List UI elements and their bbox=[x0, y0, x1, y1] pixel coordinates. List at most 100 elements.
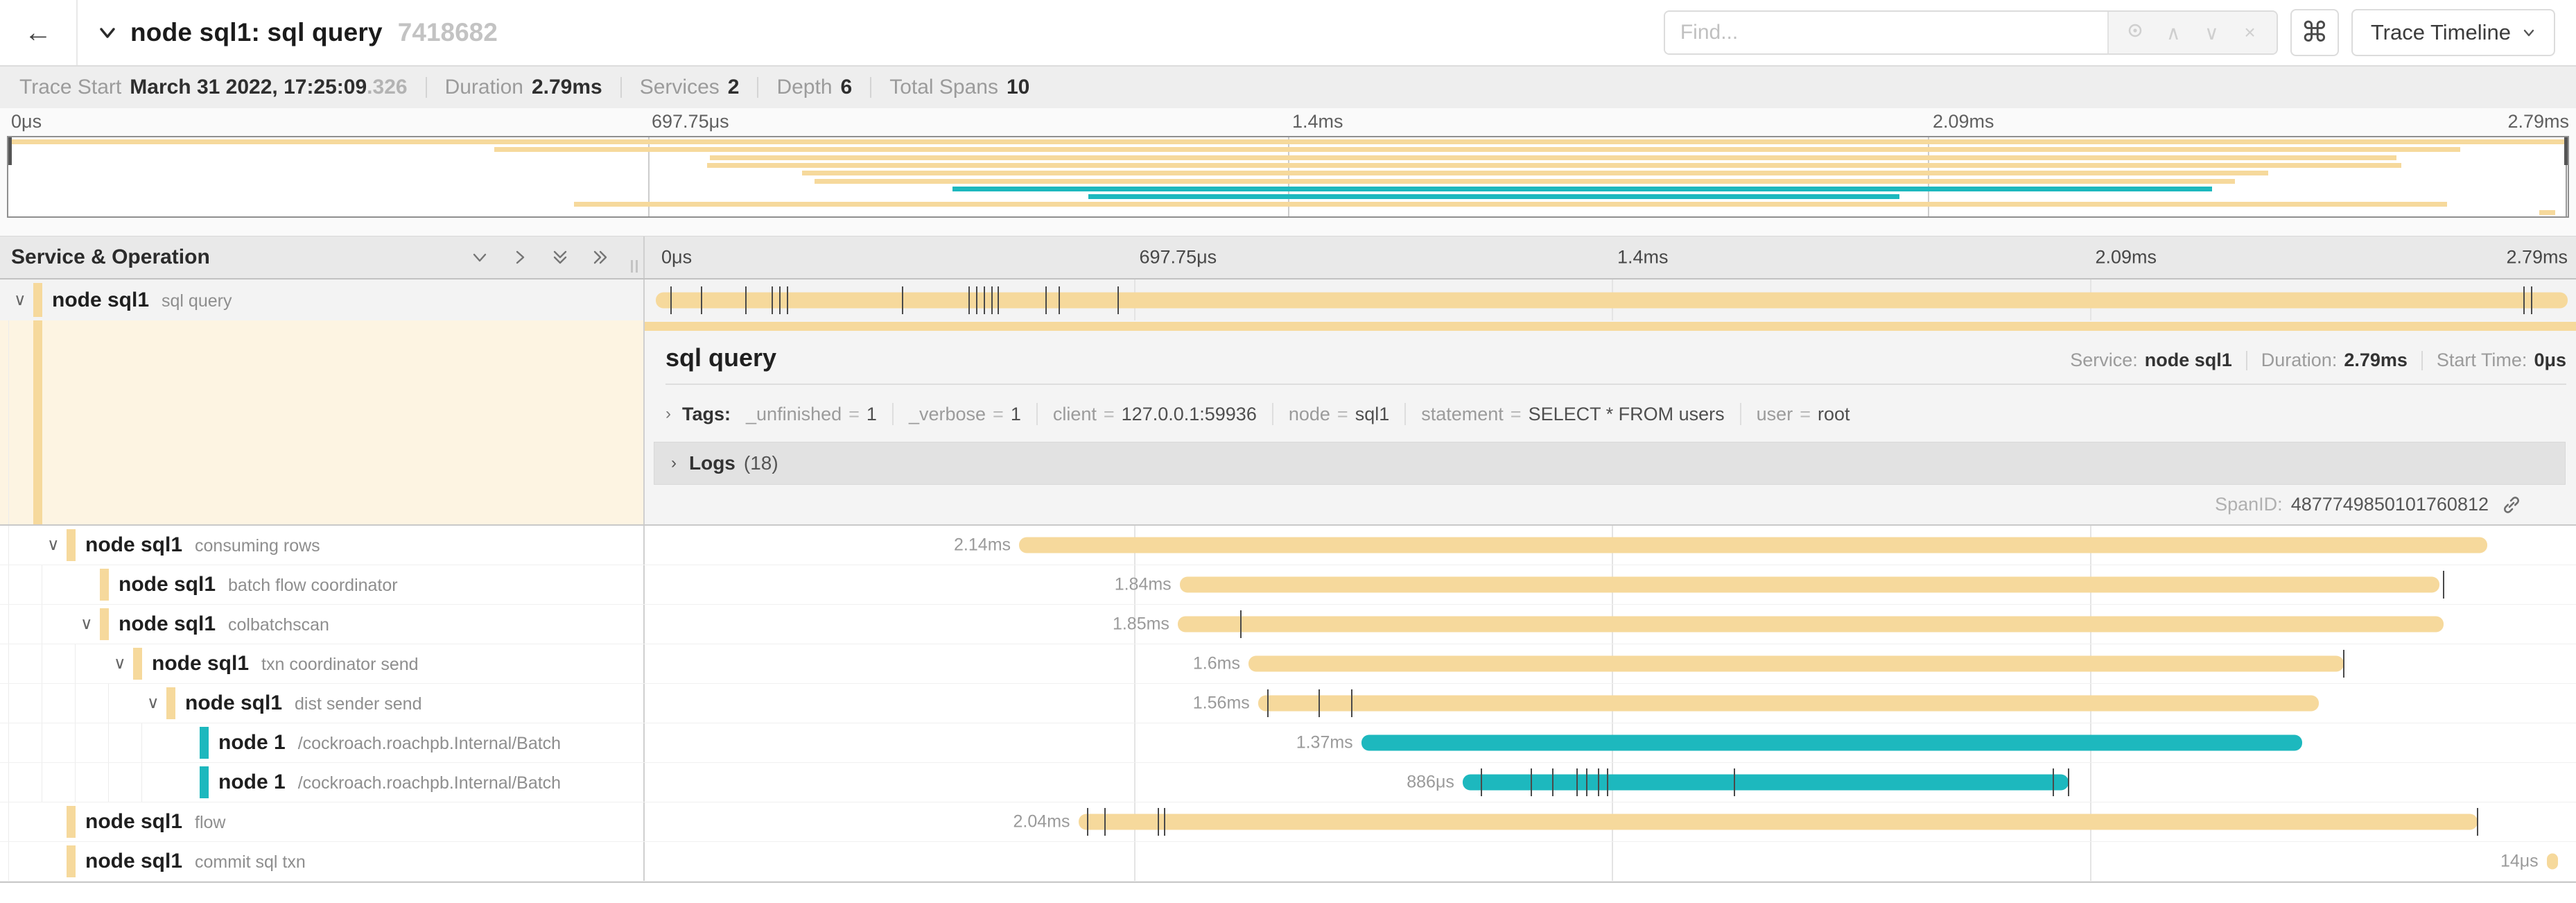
span-log-marker bbox=[976, 286, 978, 314]
span-color-accent bbox=[166, 687, 175, 719]
tree-guide-line bbox=[141, 723, 142, 762]
page-header: ← node sql1: sql query 7418682 ∧ ∨ × ⌘ bbox=[0, 0, 2576, 67]
span-row[interactable]: node 1/cockroach.roachpb.Internal/Batch 8… bbox=[0, 763, 2576, 802]
span-log-marker bbox=[1117, 286, 1120, 314]
expand-one-icon[interactable] bbox=[510, 248, 530, 267]
tag-item: _unfinished = 1 bbox=[746, 404, 877, 425]
span-bar[interactable] bbox=[2546, 853, 2559, 870]
span-bar[interactable] bbox=[1257, 695, 2320, 712]
span-log-marker bbox=[745, 286, 747, 314]
tags-expand-chevron-icon[interactable]: › bbox=[665, 404, 671, 423]
span-log-marker bbox=[1239, 610, 1242, 638]
span-row[interactable]: node sql1 flow 2.04ms bbox=[0, 802, 2576, 842]
duration-label: Duration: bbox=[2261, 350, 2338, 370]
logs-expand-chevron-icon[interactable]: › bbox=[671, 454, 677, 472]
span-row[interactable]: ∨ node sql1 consuming rows 2.14ms bbox=[0, 526, 2576, 565]
trace-view-selector[interactable]: Trace Timeline bbox=[2351, 9, 2555, 56]
span-tree-chevron-icon[interactable]: ∨ bbox=[47, 535, 60, 554]
tag-equals: = bbox=[1103, 403, 1115, 424]
tag-equals: = bbox=[1337, 403, 1348, 424]
timeline-gridline bbox=[1133, 763, 1135, 802]
service-label: Service: bbox=[2070, 350, 2138, 370]
find-input[interactable] bbox=[1664, 12, 2107, 53]
span-log-marker bbox=[2477, 808, 2479, 836]
span-service-name: node sql1 sql query bbox=[52, 288, 232, 311]
summary-value: March 31 2022, 17:25:09 bbox=[130, 76, 367, 98]
expand-all-icon[interactable] bbox=[591, 248, 610, 267]
span-log-marker bbox=[670, 286, 672, 314]
collapse-trace-chevron-icon[interactable] bbox=[97, 22, 118, 43]
locate-icon[interactable] bbox=[2123, 20, 2147, 46]
span-bar[interactable] bbox=[1248, 655, 2344, 672]
tree-guide-line bbox=[8, 723, 9, 762]
span-row[interactable]: node 1/cockroach.roachpb.Internal/Batch 1… bbox=[0, 723, 2576, 763]
axis-tick-label: 0μs bbox=[661, 246, 693, 268]
timeline-gridline bbox=[2089, 842, 2091, 881]
timeline-grid-header: Service & Operation 0μs 697.75μs 1.4ms 2.09… bbox=[0, 236, 2576, 280]
span-log-marker bbox=[2068, 768, 2070, 796]
column-resize-grip[interactable] bbox=[631, 260, 638, 273]
span-bar[interactable] bbox=[656, 292, 2568, 308]
back-button[interactable]: ← bbox=[0, 0, 78, 65]
span-bar-area: 2.14ms bbox=[656, 526, 2568, 565]
find-prev-icon[interactable]: ∧ bbox=[2166, 22, 2181, 44]
logs-row[interactable]: › Logs (18) bbox=[654, 442, 2566, 485]
span-operation-name: txn coordinator send bbox=[261, 655, 419, 674]
span-row[interactable]: ∨ node sql1 sql query bbox=[0, 280, 2576, 320]
timeline-axis-header: 0μs 697.75μs 1.4ms 2.09ms 2.79ms bbox=[645, 237, 2576, 278]
keyboard-shortcuts-button[interactable]: ⌘ bbox=[2290, 9, 2339, 56]
span-bar[interactable] bbox=[1361, 734, 2302, 751]
span-bar[interactable] bbox=[1462, 774, 2069, 791]
span-service-name: node sql1 flow bbox=[85, 810, 226, 833]
span-log-marker bbox=[1597, 768, 1599, 796]
collapse-one-icon[interactable] bbox=[470, 248, 489, 267]
span-tree-cell: ∨ node sql1 consuming rows bbox=[0, 526, 645, 565]
copy-link-icon[interactable] bbox=[2501, 495, 2522, 515]
span-detail-accent-bar bbox=[645, 322, 2576, 331]
tags-row[interactable]: › Tags: _unfinished = 1 _verbose = 1 client = 12… bbox=[665, 399, 2566, 429]
span-log-marker bbox=[997, 286, 999, 314]
service-operation-header: Service & Operation bbox=[0, 237, 645, 278]
span-duration-label: 14μs bbox=[2500, 851, 2539, 871]
span-service-name: node sql1 txn coordinator send bbox=[152, 652, 419, 675]
tag-value: 1 bbox=[866, 403, 877, 424]
minimap-canvas[interactable] bbox=[7, 136, 2569, 218]
collapse-all-icon[interactable] bbox=[550, 248, 570, 267]
span-row[interactable]: node sql1 commit sql txn 14μs bbox=[0, 842, 2576, 882]
span-log-marker bbox=[1045, 286, 1047, 314]
span-log-marker bbox=[1576, 768, 1578, 796]
summary-label: Total Spans bbox=[889, 76, 998, 98]
span-operation-name: sql query bbox=[162, 291, 232, 311]
span-row[interactable]: ∨ node sql1 txn coordinator send 1.6ms bbox=[0, 644, 2576, 684]
span-bar[interactable] bbox=[1179, 576, 2440, 593]
tag-key: _unfinished bbox=[746, 403, 842, 424]
axis-tick-label: 697.75μs bbox=[652, 111, 729, 132]
span-tree-chevron-icon[interactable]: ∨ bbox=[14, 290, 26, 309]
tag-value: 1 bbox=[1010, 403, 1021, 424]
span-bar[interactable] bbox=[1177, 616, 2444, 633]
span-bar[interactable] bbox=[1019, 537, 2488, 553]
span-operation-name: flow bbox=[195, 813, 226, 832]
find-clear-icon[interactable]: × bbox=[2244, 22, 2256, 43]
tag-item: client = 127.0.0.1:59936 bbox=[1053, 404, 1257, 425]
summary-label: Depth bbox=[776, 76, 833, 98]
span-tree-chevron-icon[interactable]: ∨ bbox=[80, 614, 93, 633]
span-tree-chevron-icon[interactable]: ∨ bbox=[147, 694, 159, 712]
span-row[interactable]: ∨ node sql1 dist sender send 1.56ms bbox=[0, 684, 2576, 723]
span-row[interactable]: node sql1 batch flow coordinator 1.84ms bbox=[0, 565, 2576, 605]
span-duration-label: 1.37ms bbox=[1296, 732, 1353, 752]
right-scrubber-handle[interactable] bbox=[2564, 137, 2568, 165]
timeline-axis-labels: 0μs 697.75μs 1.4ms 2.09ms 2.79ms bbox=[656, 237, 2568, 278]
span-detail-row: sql query Service: node sql1 Duration: 2… bbox=[0, 320, 2576, 526]
tag-item: user = root bbox=[1757, 404, 1850, 425]
span-bar[interactable] bbox=[1078, 814, 2478, 830]
span-duration-label: 2.14ms bbox=[954, 535, 1011, 555]
minimap-span-band bbox=[8, 139, 2568, 144]
left-scrubber-handle[interactable] bbox=[8, 137, 12, 165]
find-next-icon[interactable]: ∨ bbox=[2204, 22, 2219, 44]
span-tree-chevron-icon[interactable]: ∨ bbox=[114, 654, 126, 673]
span-row[interactable]: ∨ node sql1 colbatchscan 1.85ms bbox=[0, 605, 2576, 644]
span-log-marker bbox=[1551, 768, 1554, 796]
span-track-cell: 1.84ms bbox=[645, 565, 2576, 604]
summary-value: 6 bbox=[840, 76, 853, 98]
